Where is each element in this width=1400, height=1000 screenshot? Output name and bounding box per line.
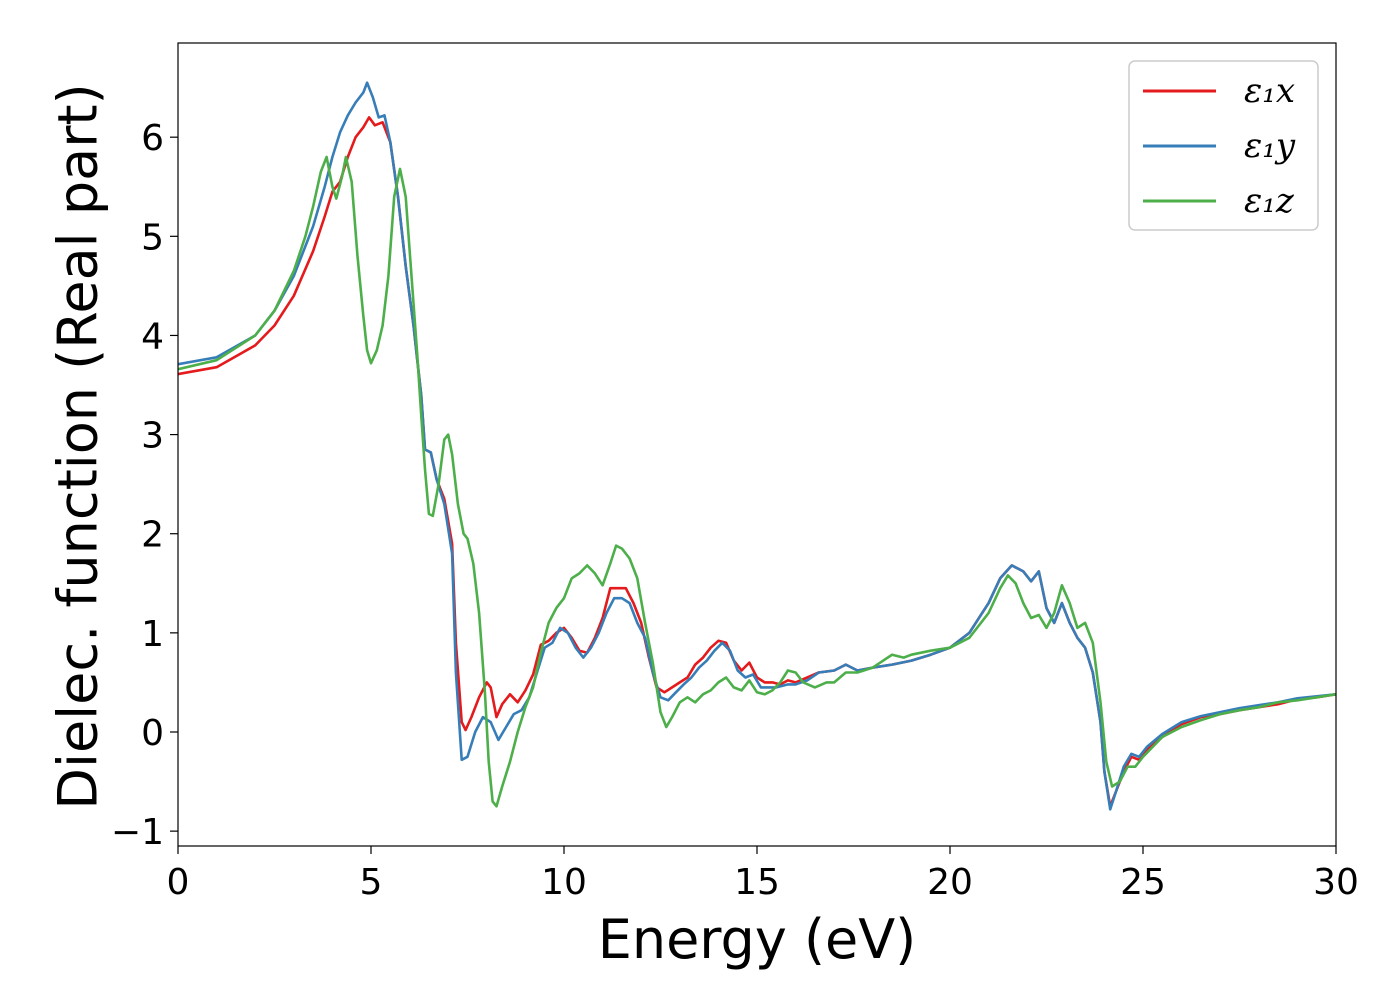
x-tick-label: 0 <box>167 862 190 903</box>
y-tick-label: 0 <box>141 713 164 754</box>
x-axis-ticks: 0 5 10 15 20 25 30 <box>167 846 1359 903</box>
y-tick-label: 6 <box>141 118 164 159</box>
y-axis-ticks: −1 0 1 2 3 4 5 6 <box>111 118 178 853</box>
x-tick-label: 20 <box>927 862 973 903</box>
y-tick-label: 4 <box>141 316 164 357</box>
y-tick-label: 5 <box>141 217 164 258</box>
series-layer <box>178 81 1336 811</box>
series-line-2 <box>178 81 1336 811</box>
series-line-3 <box>178 155 1336 808</box>
legend-box <box>1128 60 1319 231</box>
x-tick-label: 10 <box>541 862 587 903</box>
legend: ε₁x ε₁y ε₁z <box>1128 60 1319 231</box>
legend-label: ε₁z <box>1244 181 1295 221</box>
y-axis-title: Dielec. function (Real part) <box>47 83 110 809</box>
legend-label: ε₁y <box>1244 126 1296 166</box>
y-tick-label: 1 <box>141 614 164 655</box>
y-tick-label: 3 <box>141 416 164 457</box>
x-tick-label: 15 <box>734 862 780 903</box>
x-tick-label: 25 <box>1120 862 1166 903</box>
x-tick-label: 30 <box>1313 862 1359 903</box>
y-tick-label: −1 <box>111 812 164 853</box>
y-tick-label: 2 <box>141 515 164 556</box>
x-tick-label: 5 <box>360 862 383 903</box>
x-axis-title: Energy (eV) <box>598 908 917 971</box>
legend-label: ε₁x <box>1244 71 1295 111</box>
